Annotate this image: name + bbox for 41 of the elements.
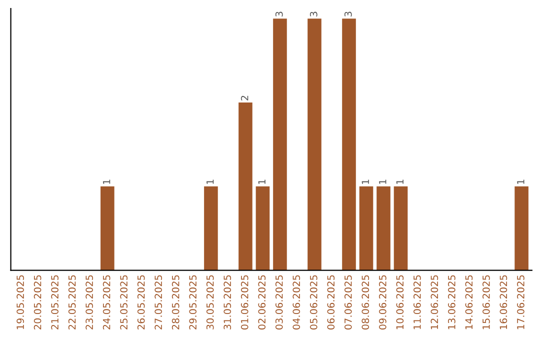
x-tick-label: 02.06.2025 (258, 275, 266, 330)
x-tick-label: 08.06.2025 (362, 275, 370, 330)
x-tick-label: 26.05.2025 (137, 275, 145, 330)
x-tick-label: 25.05.2025 (120, 275, 128, 330)
x-tick-label: 10.06.2025 (396, 275, 404, 330)
x-tick-label: 16.06.2025 (500, 275, 508, 330)
data-label: 1 (206, 180, 214, 184)
x-tick-label: 12.06.2025 (430, 275, 438, 330)
x-tick-label: 04.06.2025 (292, 275, 300, 330)
x-tick-label: 15.06.2025 (482, 275, 490, 330)
data-label: 3 (275, 12, 283, 16)
data-label: 1 (258, 180, 266, 184)
x-tick-label: 17.06.2025 (517, 275, 524, 330)
data-label: 3 (344, 12, 352, 16)
x-tick-label: 21.05.2025 (51, 275, 58, 330)
x-tick-label: 30.05.2025 (206, 275, 214, 330)
x-tick-label: 29.05.2025 (189, 275, 197, 330)
x-tick-label: 28.05.2025 (172, 275, 180, 330)
x-tick-label: 09.06.2025 (378, 275, 386, 330)
x-tick-label: 20.05.2025 (34, 275, 42, 330)
x-tick-label: 14.06.2025 (465, 275, 473, 330)
data-label: 1 (103, 180, 110, 184)
x-tick-label: 03.06.2025 (275, 275, 283, 330)
x-tick-label: 06.06.2025 (327, 275, 335, 330)
data-label: 1 (396, 180, 404, 184)
x-tick-label: 24.05.2025 (102, 275, 110, 330)
x-tick-label: 19.05.2025 (16, 275, 24, 330)
data-label: 1 (379, 180, 386, 184)
data-label: 2 (240, 96, 248, 100)
x-tick-label: 27.05.2025 (154, 275, 162, 330)
x-tick-label: 23.05.2025 (86, 275, 93, 330)
x-tick-label: 13.06.2025 (448, 275, 456, 330)
x-tick-label: 22.05.2025 (68, 275, 76, 330)
x-tick-label: 05.06.2025 (310, 275, 318, 330)
data-label: 1 (517, 180, 524, 184)
x-tick-label: 31.05.2025 (224, 275, 232, 330)
data-label: 1 (362, 180, 369, 184)
x-tick-label: 01.06.2025 (240, 275, 248, 330)
x-tick-label: 07.06.2025 (344, 275, 352, 330)
data-label: 3 (310, 12, 318, 16)
x-tick-label: 11.06.2025 (413, 275, 421, 330)
